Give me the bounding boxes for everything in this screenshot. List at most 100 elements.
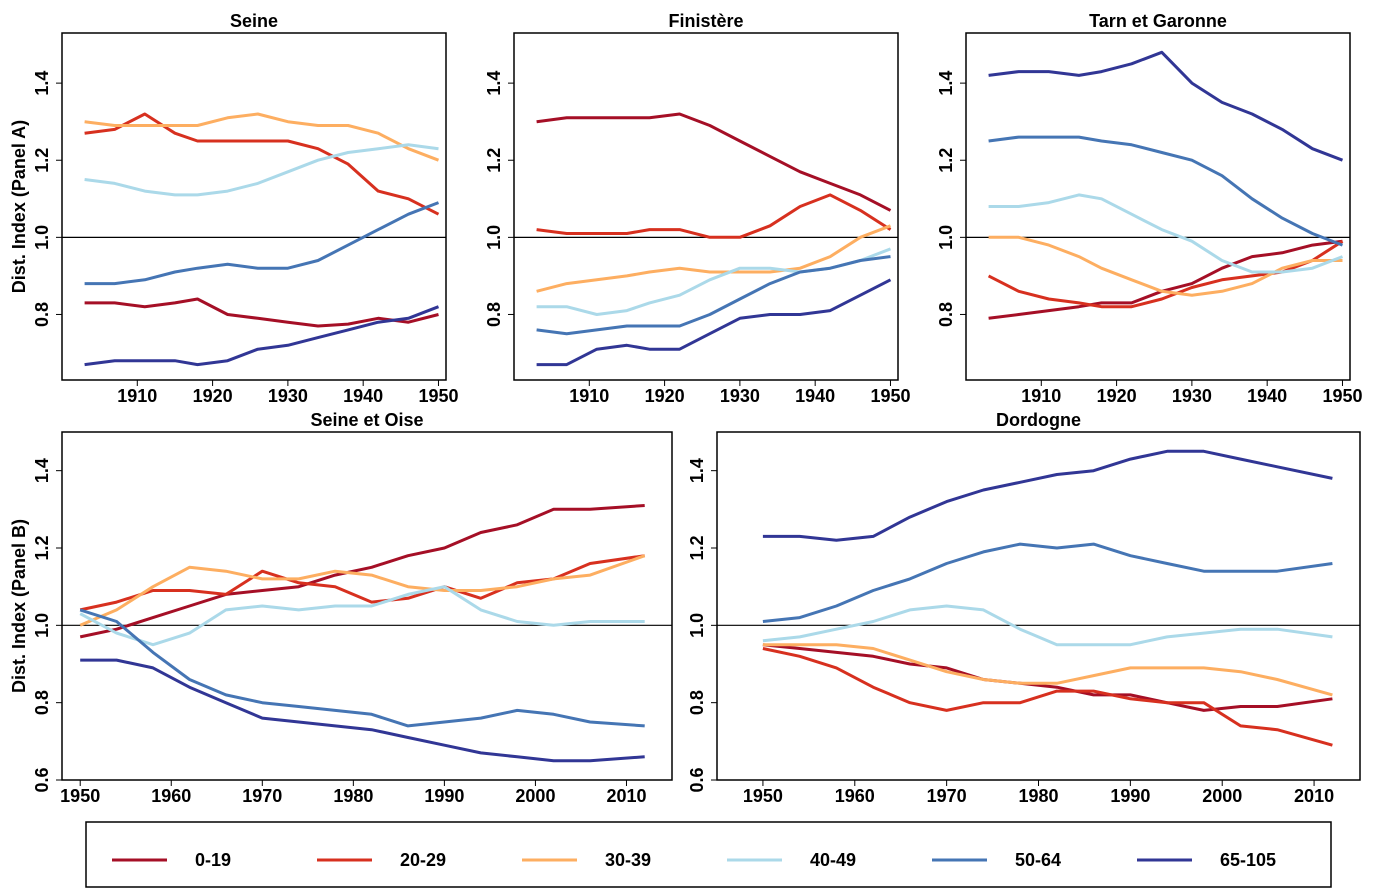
chart-title: Finistère [668,11,743,31]
plot-frame [61,431,673,781]
series-line [79,585,645,647]
x-tick-label: 1920 [1097,386,1137,406]
series-line [762,449,1333,542]
x-tick-label: 1910 [1021,386,1061,406]
series-line [988,193,1344,274]
legend-label: 20-29 [400,850,446,870]
series-line [80,658,645,763]
chart-title: Seine et Oise [310,410,423,430]
y-tick-label: 1.2 [32,148,52,173]
chart-title: Tarn et Garonne [1089,11,1227,31]
y-tick-label: 0.8 [484,302,504,327]
y-tick-label: 1.2 [687,535,707,560]
series-line [762,647,1333,747]
series-line [988,135,1344,247]
y-tick-label: 1.4 [936,71,956,96]
y-tick-label: 0.8 [32,690,52,715]
x-tick-label: 1970 [242,786,282,806]
x-tick-label: 1950 [60,786,100,806]
y-tick-label: 1.4 [32,458,52,483]
legend-label: 30-39 [605,850,651,870]
x-tick-label: 1910 [117,386,157,406]
x-tick-label: 1990 [1110,786,1150,806]
chart-title: Seine [230,11,278,31]
y-tick-label: 0.8 [32,302,52,327]
y-tick-label: 0.8 [687,690,707,715]
y-axis-label: Dist. Index (Panel B) [9,519,29,693]
x-tick-label: 1950 [1322,386,1362,406]
y-tick-label: 1.2 [936,148,956,173]
y-tick-label: 1.4 [687,458,707,483]
series-line [79,504,645,639]
x-tick-label: 1970 [927,786,967,806]
plot-frame [61,32,447,381]
x-tick-label: 1930 [1172,386,1212,406]
series-line [536,193,892,239]
y-tick-label: 1.0 [484,225,504,250]
series-line [762,542,1333,623]
x-tick-label: 1930 [268,386,308,406]
legend-box [85,821,1332,888]
y-tick-label: 1.0 [687,613,707,638]
y-tick-label: 1.2 [32,535,52,560]
x-tick-label: 1990 [424,786,464,806]
y-tick-label: 1.0 [32,225,52,250]
series-line [536,255,891,336]
legend-label: 0-19 [195,850,231,870]
series-line [536,278,892,367]
x-tick-label: 1980 [1018,786,1058,806]
x-tick-label: 1940 [343,386,383,406]
series-line [79,608,645,728]
series-line [762,643,1333,697]
x-tick-label: 1950 [870,386,910,406]
legend-label: 40-49 [810,850,856,870]
x-tick-label: 1940 [795,386,835,406]
x-tick-label: 2000 [515,786,555,806]
series-line [84,112,440,216]
y-tick-label: 0.6 [687,767,707,792]
x-tick-label: 2010 [1294,786,1334,806]
x-tick-label: 2010 [606,786,646,806]
y-tick-label: 1.4 [484,71,504,96]
series-line [84,305,440,367]
x-tick-label: 1930 [720,386,760,406]
x-tick-label: 1940 [1247,386,1287,406]
x-tick-label: 1950 [743,786,783,806]
series-line [762,643,1333,712]
plot-frame [716,431,1361,781]
y-tick-label: 0.6 [32,767,52,792]
x-tick-label: 1980 [333,786,373,806]
x-tick-label: 1910 [569,386,609,406]
y-tick-label: 1.4 [32,71,52,96]
legend-label: 50-64 [1015,850,1061,870]
y-tick-label: 1.0 [936,225,956,250]
series-line [84,201,440,286]
y-tick-label: 0.8 [936,302,956,327]
x-tick-label: 1960 [835,786,875,806]
x-tick-label: 1960 [151,786,191,806]
y-axis-label: Dist. Index (Panel A) [9,120,29,293]
series-line [84,112,440,162]
legend-label: 65-105 [1220,850,1276,870]
x-tick-label: 1950 [418,386,458,406]
series-line [536,112,892,212]
x-tick-label: 1920 [645,386,685,406]
series-line [762,604,1333,647]
x-tick-label: 1920 [193,386,233,406]
series-line [988,239,1343,320]
plot-frame [513,32,899,381]
series-line [79,554,645,612]
series-line [84,297,439,328]
y-tick-label: 1.2 [484,148,504,173]
series-line [988,235,1343,297]
chart-title: Dordogne [996,410,1081,430]
y-tick-label: 1.0 [32,613,52,638]
plot-frame [965,32,1351,381]
series-line [536,224,892,293]
x-tick-label: 2000 [1202,786,1242,806]
series-line [988,50,1344,162]
series-line [79,554,646,627]
series-line [84,143,439,197]
